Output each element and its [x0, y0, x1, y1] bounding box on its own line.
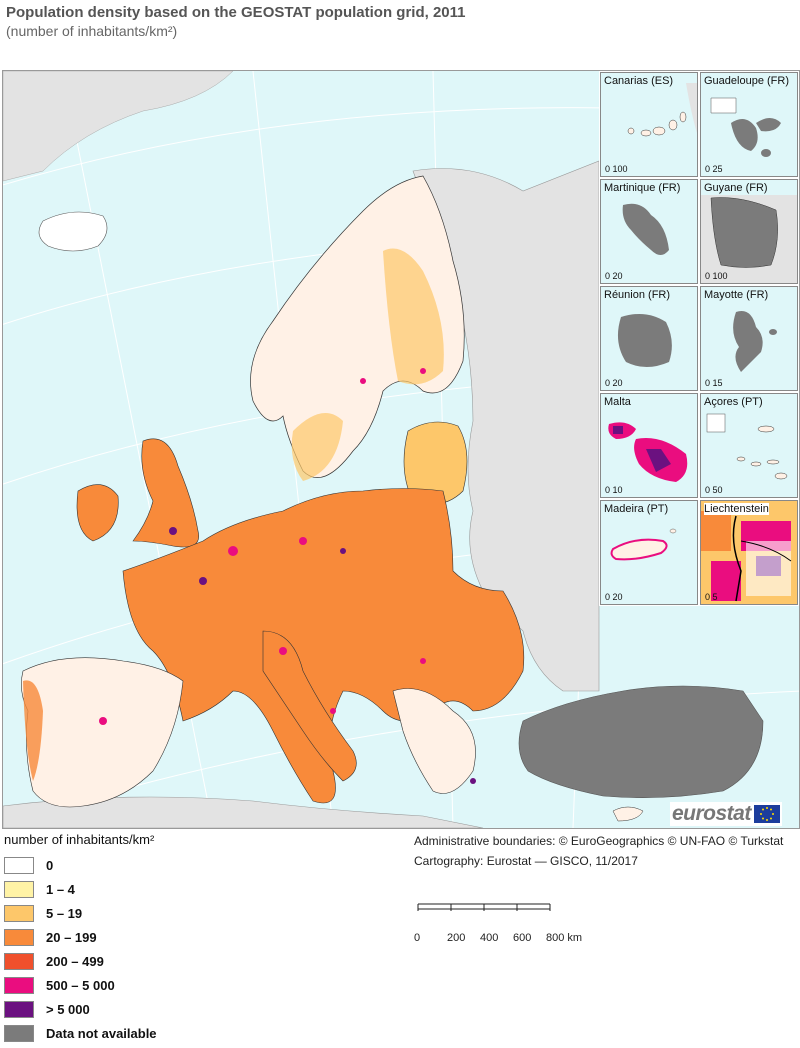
inset-guyane: Guyane (FR) 0 100	[700, 179, 798, 284]
portugal-coast-density	[23, 680, 43, 781]
inset-malta-shape	[608, 422, 688, 482]
legend-item: 1 – 4	[4, 877, 157, 901]
legend-swatch	[4, 976, 34, 994]
eurostat-logo: eurostat	[670, 802, 782, 826]
inset-martinique: Martinique (FR) 0 20	[600, 179, 698, 284]
scale-bar-labels: 0 200 400 600 800 km	[414, 918, 582, 944]
legend-swatch	[4, 1024, 34, 1042]
legend-item: > 5 000	[4, 997, 157, 1021]
inset-scale: 0 25	[705, 164, 723, 174]
inset-guadeloupe: Guadeloupe (FR) 0 25	[700, 72, 798, 177]
inset-canarias: Canarias (ES) 0 100	[600, 72, 698, 177]
inset-label: Malta	[604, 396, 631, 408]
legend-label: 200 – 499	[46, 953, 104, 969]
legend-item: 5 – 19	[4, 901, 157, 925]
legend-label: 0	[46, 857, 54, 873]
inset-liechtenstein: Liechtenstein 0 5	[700, 500, 798, 605]
inset-label: Guadeloupe (FR)	[704, 75, 789, 87]
legend-label: > 5 000	[46, 1001, 90, 1017]
inset-scale: 0 15	[705, 378, 723, 388]
iberia	[21, 657, 184, 808]
scale-bar-tick-label: 0	[414, 932, 421, 944]
legend-label: 20 – 199	[46, 929, 97, 945]
italy	[262, 630, 357, 782]
map-title: Population density based on the GEOSTAT …	[6, 4, 466, 21]
inset-label: Réunion (FR)	[604, 289, 671, 301]
inset-scale: 0 5	[705, 592, 718, 602]
inset-acores-shape	[706, 413, 788, 480]
inset-label: Mayotte (FR)	[704, 289, 769, 301]
scale-bar-tick-label: 200	[447, 932, 466, 944]
inset-scale: 0 100	[605, 164, 628, 174]
inset-malta: Malta 0 10	[600, 393, 698, 498]
scale-bar-tick-label: 600	[513, 932, 532, 944]
inset-guyane-shape	[701, 195, 797, 283]
legend-swatch	[4, 952, 34, 970]
inset-scale: 0 10	[605, 485, 623, 495]
inset-label: Açores (PT)	[704, 396, 763, 408]
scale-bar-tick-label: 400	[480, 932, 499, 944]
iceland	[38, 211, 108, 252]
inset-martinique-shape	[622, 203, 669, 255]
baltics	[403, 421, 468, 505]
legend-label: Data not available	[46, 1025, 157, 1041]
legend-item: 20 – 199	[4, 925, 157, 949]
inset-label: Guyane (FR)	[704, 182, 768, 194]
inset-mayotte: Mayotte (FR) 0 15	[700, 286, 798, 391]
legend: 0 1 – 4 5 – 19 20 – 199 200 – 499 500 – 5 000…	[4, 853, 157, 1045]
scale-bar-graphic	[417, 903, 551, 911]
great-britain	[132, 438, 200, 548]
inset-label: Liechtenstein	[704, 503, 769, 515]
legend-swatch	[4, 880, 34, 898]
inset-label: Canarias (ES)	[604, 75, 674, 87]
legend-label: 1 – 4	[46, 881, 75, 897]
inset-liechtenstein-shape	[701, 501, 797, 604]
inset-reunion: Réunion (FR) 0 20	[600, 286, 698, 391]
sweden-south-density	[291, 413, 343, 481]
turkey-not-available	[518, 685, 764, 798]
eurostat-logo-text: eurostat	[672, 802, 751, 825]
legend-item: 200 – 499	[4, 949, 157, 973]
inset-canarias-shape	[627, 83, 697, 137]
legend-swatch	[4, 928, 34, 946]
finland-density	[383, 248, 444, 385]
inset-scale: 0 50	[705, 485, 723, 495]
urban-hotspots	[99, 368, 476, 784]
inset-label: Martinique (FR)	[604, 182, 681, 194]
legend-item: 500 – 5 000	[4, 973, 157, 997]
scale-bar-tick-label: 800 km	[546, 932, 583, 944]
inset-guadeloupe-shape	[710, 97, 781, 157]
inset-scale: 0 20	[605, 271, 623, 281]
balkans	[392, 688, 476, 794]
inset-madeira: Madeira (PT) 0 20	[600, 500, 698, 605]
legend-label: 5 – 19	[46, 905, 83, 921]
credits-cartography: Cartography: Eurostat — GISCO, 11/2017	[414, 854, 638, 868]
legend-swatch	[4, 1000, 34, 1018]
credits-boundaries: Administrative boundaries: © EuroGeograp…	[414, 834, 784, 848]
ireland	[76, 484, 119, 542]
eu-flag-icon	[753, 805, 780, 823]
inset-madeira-shape	[610, 528, 677, 561]
greenland-region	[3, 71, 234, 182]
map-subtitle: (number of inhabitants/km²)	[6, 23, 178, 39]
legend-title: number of inhabitants/km²	[4, 832, 155, 847]
inset-panel: Canarias (ES) 0 100 Guadeloupe (FR) 0 25…	[598, 70, 798, 605]
inset-acores: Açores (PT) 0 50	[700, 393, 798, 498]
legend-swatch	[4, 904, 34, 922]
cyprus	[612, 806, 644, 822]
scale-bar: 0 200 400 600 800 km	[414, 900, 582, 944]
legend-item: Data not available	[4, 1021, 157, 1045]
credits: Administrative boundaries: © EuroGeograp…	[414, 831, 783, 871]
inset-mayotte-shape	[733, 311, 777, 372]
legend-label: 500 – 5 000	[46, 977, 115, 993]
inset-scale: 0 100	[705, 271, 728, 281]
legend-item: 0	[4, 853, 157, 877]
inset-scale: 0 20	[605, 378, 623, 388]
inset-reunion-shape	[617, 313, 672, 367]
inset-label: Madeira (PT)	[604, 503, 669, 515]
inset-scale: 0 20	[605, 592, 623, 602]
legend-swatch	[4, 856, 34, 874]
